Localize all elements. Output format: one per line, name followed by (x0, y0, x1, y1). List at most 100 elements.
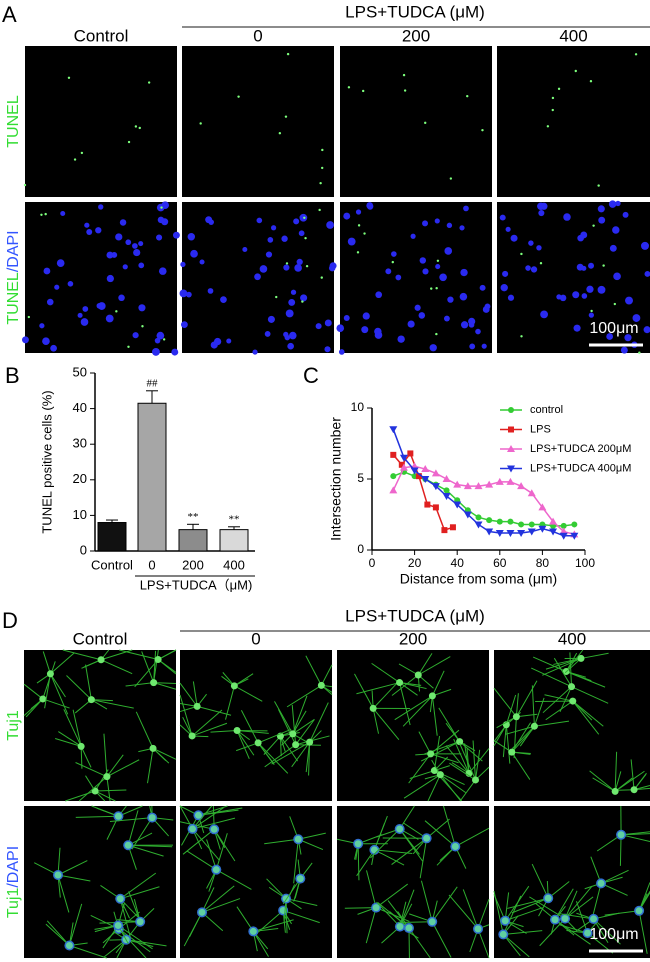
nucleus (559, 294, 567, 302)
neurite (408, 927, 431, 959)
soma (54, 871, 62, 879)
marker (506, 477, 515, 485)
neurite (42, 651, 51, 674)
soma (65, 942, 73, 950)
neurite (305, 655, 322, 686)
neurite (106, 776, 111, 802)
nucleus (186, 291, 192, 298)
nucleus (475, 328, 481, 335)
tunel-dot (73, 158, 77, 161)
tunel-dot (520, 335, 523, 338)
tunel-dot (44, 212, 47, 216)
nucleus (267, 237, 274, 243)
nucleus (267, 315, 275, 323)
neurite (68, 903, 83, 946)
row-label: TUNEL/DAPI (5, 230, 22, 324)
nucleus (256, 217, 263, 224)
neurite (45, 923, 70, 946)
x-tick-label: 400 (223, 557, 245, 572)
tunel-dot (424, 121, 427, 125)
neurite (453, 738, 470, 774)
neurite (365, 907, 377, 944)
marker (538, 525, 547, 533)
neurite (291, 741, 311, 768)
nucleus (459, 292, 468, 301)
nucleus (270, 225, 277, 231)
nucleus (375, 291, 383, 299)
nucleus (410, 233, 416, 239)
soma (597, 879, 605, 887)
neurite (153, 682, 177, 684)
neurite (78, 776, 108, 802)
row-label-part: TUNEL (5, 272, 22, 325)
neurite (638, 910, 648, 954)
neurite (344, 907, 377, 909)
nucleus (54, 284, 60, 290)
nucleus (615, 200, 621, 207)
tunel-dot (357, 224, 361, 227)
nucleus (181, 321, 188, 328)
nucleus (285, 309, 294, 318)
neurite (496, 716, 517, 729)
soma (577, 654, 585, 662)
nucleus (179, 289, 188, 298)
x-tick-label: 100 (575, 556, 595, 570)
neurite (600, 869, 629, 884)
neurite (564, 658, 582, 674)
soma (77, 742, 85, 750)
bar (178, 529, 208, 552)
soma (617, 831, 625, 839)
neurite (402, 695, 433, 727)
neurite (186, 850, 217, 871)
neurite (354, 673, 374, 709)
neurite (210, 729, 238, 733)
nucleus (507, 294, 515, 301)
neurite (65, 790, 96, 802)
group-label: LPS+TUDCA (μM) (345, 2, 485, 21)
neurite (531, 667, 572, 688)
neurite (23, 683, 44, 700)
tunel-dot (321, 148, 324, 152)
y-axis-label: Intersection number (328, 417, 344, 541)
neurite (234, 685, 263, 702)
marker (453, 480, 462, 488)
neurite (374, 849, 405, 866)
marker (528, 521, 535, 528)
tunel-dot (127, 345, 130, 348)
neurite (592, 883, 602, 918)
neurite (182, 716, 193, 737)
neurite (357, 843, 360, 881)
micrograph (23, 649, 177, 802)
neurite (554, 919, 591, 945)
nucleus (138, 262, 145, 269)
soma (372, 904, 380, 912)
micrograph-bg (25, 202, 177, 353)
neurite (515, 693, 519, 717)
soma (427, 750, 435, 758)
neurite (49, 673, 66, 698)
marker (495, 477, 504, 485)
nucleus (536, 245, 542, 251)
nucleus (640, 241, 649, 250)
neurite (505, 725, 535, 735)
nucleus (199, 259, 205, 265)
micrograph-bg (497, 46, 650, 197)
nucleus (296, 258, 303, 266)
significance: ## (147, 377, 159, 389)
soma (630, 786, 638, 794)
tunel-dot (275, 295, 278, 299)
neurite (419, 838, 428, 879)
neurite (274, 701, 294, 735)
micrograph (497, 200, 650, 354)
significance: ** (188, 511, 199, 523)
row-label: Tuj1 (5, 710, 22, 741)
scale-bar-label: 100μm (589, 320, 638, 337)
neurite (511, 751, 531, 780)
soma (188, 732, 196, 740)
soma (124, 841, 132, 849)
marker (560, 522, 567, 529)
neurite (464, 743, 470, 774)
row-label-part: /DAPI (5, 230, 22, 272)
nucleus (499, 214, 506, 221)
